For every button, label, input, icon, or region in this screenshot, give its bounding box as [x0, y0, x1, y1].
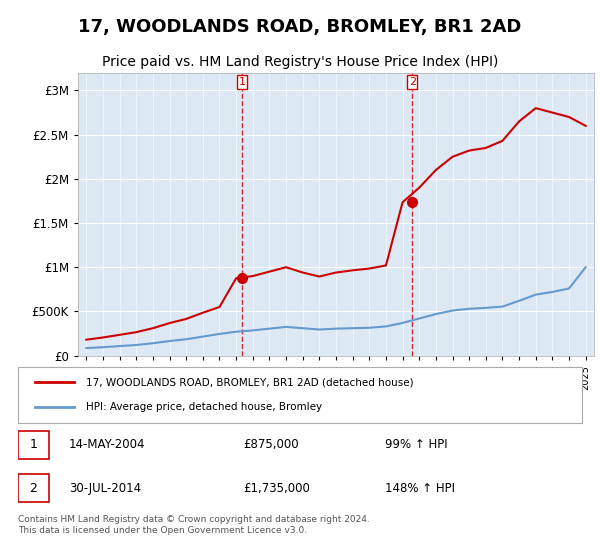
- Text: 148% ↑ HPI: 148% ↑ HPI: [385, 482, 455, 494]
- FancyBboxPatch shape: [18, 431, 49, 459]
- Text: 30-JUL-2014: 30-JUL-2014: [69, 482, 141, 494]
- Text: £875,000: £875,000: [244, 438, 299, 451]
- Text: £1,735,000: £1,735,000: [244, 482, 310, 494]
- Text: 99% ↑ HPI: 99% ↑ HPI: [385, 438, 447, 451]
- Text: 17, WOODLANDS ROAD, BROMLEY, BR1 2AD (detached house): 17, WOODLANDS ROAD, BROMLEY, BR1 2AD (de…: [86, 377, 413, 388]
- Text: Price paid vs. HM Land Registry's House Price Index (HPI): Price paid vs. HM Land Registry's House …: [102, 55, 498, 69]
- Text: 2: 2: [409, 77, 416, 87]
- Text: 17, WOODLANDS ROAD, BROMLEY, BR1 2AD: 17, WOODLANDS ROAD, BROMLEY, BR1 2AD: [79, 18, 521, 36]
- Text: 1: 1: [29, 438, 37, 451]
- Text: HPI: Average price, detached house, Bromley: HPI: Average price, detached house, Brom…: [86, 402, 322, 412]
- Text: 1: 1: [239, 77, 246, 87]
- Text: 2: 2: [29, 482, 37, 494]
- Text: 14-MAY-2004: 14-MAY-2004: [69, 438, 145, 451]
- Text: Contains HM Land Registry data © Crown copyright and database right 2024.
This d: Contains HM Land Registry data © Crown c…: [18, 515, 370, 535]
- FancyBboxPatch shape: [18, 474, 49, 502]
- FancyBboxPatch shape: [18, 367, 582, 423]
